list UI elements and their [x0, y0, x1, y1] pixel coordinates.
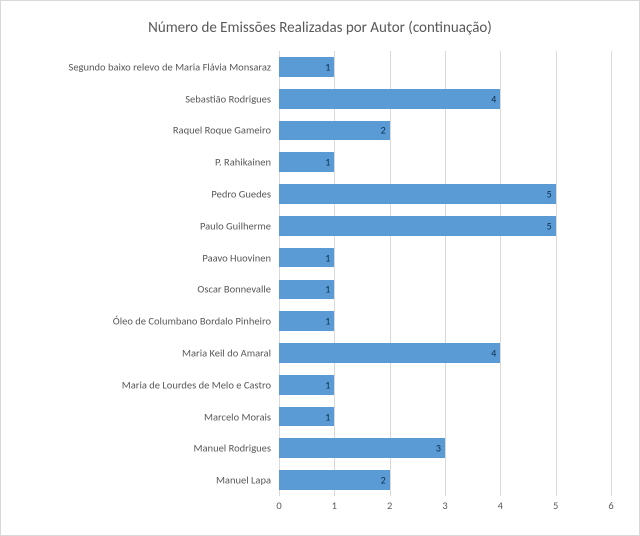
y-category-label: Raquel Roque Gameiro	[173, 124, 271, 137]
bar-value-label: 1	[325, 156, 330, 169]
x-tick-label: 4	[498, 499, 503, 512]
x-tick-label: 3	[442, 499, 447, 512]
bar: 1	[279, 152, 334, 172]
x-tick-label: 6	[608, 499, 613, 512]
x-tick-label: 1	[332, 499, 337, 512]
bar: 1	[279, 375, 334, 395]
bar-row: 1	[279, 273, 611, 305]
x-tick-label: 5	[553, 499, 558, 512]
bar: 1	[279, 280, 334, 300]
bar: 3	[279, 438, 445, 458]
bar-row: 5	[279, 210, 611, 242]
bar-row: 1	[279, 401, 611, 433]
bar-row: 4	[279, 83, 611, 115]
bar-row: 2	[279, 464, 611, 496]
bar-value-label: 5	[547, 188, 552, 201]
y-category-label: Maria de Lourdes de Melo e Castro	[122, 378, 271, 391]
bar-value-label: 4	[491, 346, 496, 359]
bar-row: 4	[279, 337, 611, 369]
bar: 1	[279, 248, 334, 268]
bar: 1	[279, 57, 334, 77]
y-category-label: P. Rahikainen	[215, 156, 271, 169]
bar-value-label: 5	[547, 219, 552, 232]
bar: 4	[279, 89, 500, 109]
bar-value-label: 2	[381, 474, 386, 487]
y-category-label: Manuel Rodrigues	[194, 442, 271, 455]
bar-value-label: 1	[325, 251, 330, 264]
bar: 5	[279, 184, 556, 204]
y-category-label: Pedro Guedes	[211, 188, 271, 201]
y-category-label: Paavo Huovinen	[202, 251, 271, 264]
bar-value-label: 3	[436, 442, 441, 455]
bar-value-label: 1	[325, 315, 330, 328]
bar-row: 2	[279, 115, 611, 147]
bar-row: 5	[279, 178, 611, 210]
y-category-label: Manuel Lapa	[216, 474, 271, 487]
bar-row: 1	[279, 51, 611, 83]
bar: 1	[279, 407, 334, 427]
y-category-label: Marcelo Morais	[204, 410, 271, 423]
plot-area: 1 4 2 1 5 5 1 1 1 4 1 1 3 2	[279, 51, 611, 496]
bar: 5	[279, 216, 556, 236]
bar-value-label: 2	[381, 124, 386, 137]
bar-value-label: 1	[325, 410, 330, 423]
gridline	[611, 51, 612, 496]
bar-row: 3	[279, 432, 611, 464]
y-category-label: Paulo Guilherme	[200, 219, 271, 232]
y-category-label: Oscar Bonnevalle	[197, 283, 271, 296]
bar-value-label: 1	[325, 60, 330, 73]
bar-row: 1	[279, 146, 611, 178]
y-category-label: Maria Keil do Amaral	[182, 346, 271, 359]
bar: 2	[279, 470, 390, 490]
bar-row: 1	[279, 305, 611, 337]
bar-value-label: 4	[491, 92, 496, 105]
x-tick-label: 2	[387, 499, 392, 512]
y-category-label: Óleo de Columbano Bordalo Pinheiro	[113, 315, 271, 328]
bar-row: 1	[279, 242, 611, 274]
bar: 2	[279, 121, 390, 141]
bar: 1	[279, 311, 334, 331]
bar-value-label: 1	[325, 283, 330, 296]
chart-title: Número de Emissões Realizadas por Autor …	[11, 19, 629, 37]
y-category-label: Sebastião Rodrigues	[185, 92, 271, 105]
chart-container: Número de Emissões Realizadas por Autor …	[0, 0, 640, 536]
y-category-label: Segundo baixo relevo de Maria Flávia Mon…	[69, 60, 272, 73]
x-tick-label: 0	[276, 499, 281, 512]
bar-row: 1	[279, 369, 611, 401]
bar-value-label: 1	[325, 378, 330, 391]
bar: 4	[279, 343, 500, 363]
